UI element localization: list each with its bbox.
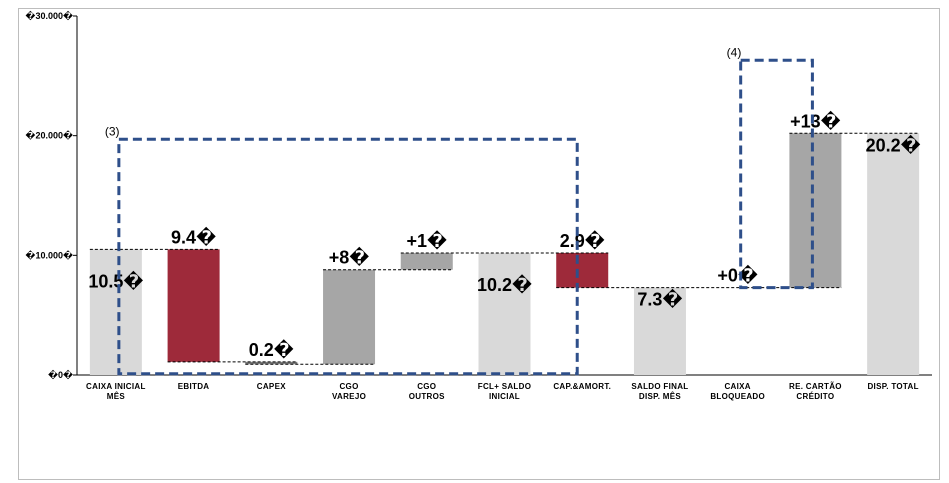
- data-label: 9.4�: [171, 226, 216, 247]
- x-tick-label: CRÉDITO: [796, 392, 834, 401]
- data-label: 2.9�: [560, 230, 605, 251]
- waterfall-bar: [89, 249, 142, 375]
- waterfall-bar: [789, 133, 842, 288]
- chart-frame: [18, 8, 940, 480]
- x-tick-label: VAREJO: [332, 392, 366, 401]
- x-tick-label: CGO: [339, 382, 358, 391]
- x-tick-label: OUTROS: [409, 392, 445, 401]
- x-tick-label: BLOQUEADO: [710, 392, 765, 401]
- data-label: +0�: [717, 265, 758, 286]
- data-label: 10.5�: [88, 270, 143, 291]
- waterfall-bar: [867, 133, 920, 375]
- waterfall-bar: [323, 269, 376, 365]
- annotation-label: (3): [105, 124, 120, 138]
- waterfall-bar: [633, 287, 686, 375]
- data-label: 0.2�: [249, 339, 294, 360]
- data-label: +13�: [790, 110, 841, 131]
- data-label: 20.2�: [866, 134, 921, 155]
- x-tick-label: CAP.&AMORT.: [553, 382, 611, 391]
- x-tick-label: CGO: [417, 382, 436, 391]
- x-tick-label: SALDO FINAL: [631, 382, 688, 391]
- x-tick-label: RE. CARTÃO: [789, 382, 842, 391]
- data-label: +8�: [329, 247, 370, 268]
- x-tick-label: DISP. MÊS: [639, 392, 681, 401]
- annotation-box: [739, 58, 814, 290]
- waterfall-bar: [245, 361, 298, 365]
- x-tick-label: FCL+ SALDO: [478, 382, 531, 391]
- x-tick-label: CAPEX: [257, 382, 286, 391]
- x-tick-label: CAIXA: [724, 382, 750, 391]
- annotation-label: (4): [727, 45, 742, 59]
- waterfall-bar: [478, 252, 531, 375]
- data-label: 7.3�: [637, 289, 682, 310]
- y-tick-label: �0�: [48, 369, 73, 380]
- x-tick-label: INICIAL: [489, 392, 520, 401]
- waterfall-bar: [400, 252, 453, 270]
- x-tick-label: EBITDA: [178, 382, 210, 391]
- waterfall-bar: [167, 249, 220, 362]
- y-tick-label: �20.000�: [25, 130, 73, 141]
- x-tick-label: CAIXA INICIAL: [86, 382, 146, 391]
- data-label: +1�: [406, 230, 447, 251]
- x-tick-label: MÊS: [107, 392, 126, 401]
- y-tick-label: �30.000�: [25, 10, 73, 21]
- x-tick-label: DISP. TOTAL: [867, 382, 918, 391]
- waterfall-bar: [556, 252, 609, 288]
- data-label: 10.2�: [477, 274, 532, 295]
- annotation-box: [117, 137, 579, 376]
- y-tick-label: �10.000�: [25, 249, 73, 260]
